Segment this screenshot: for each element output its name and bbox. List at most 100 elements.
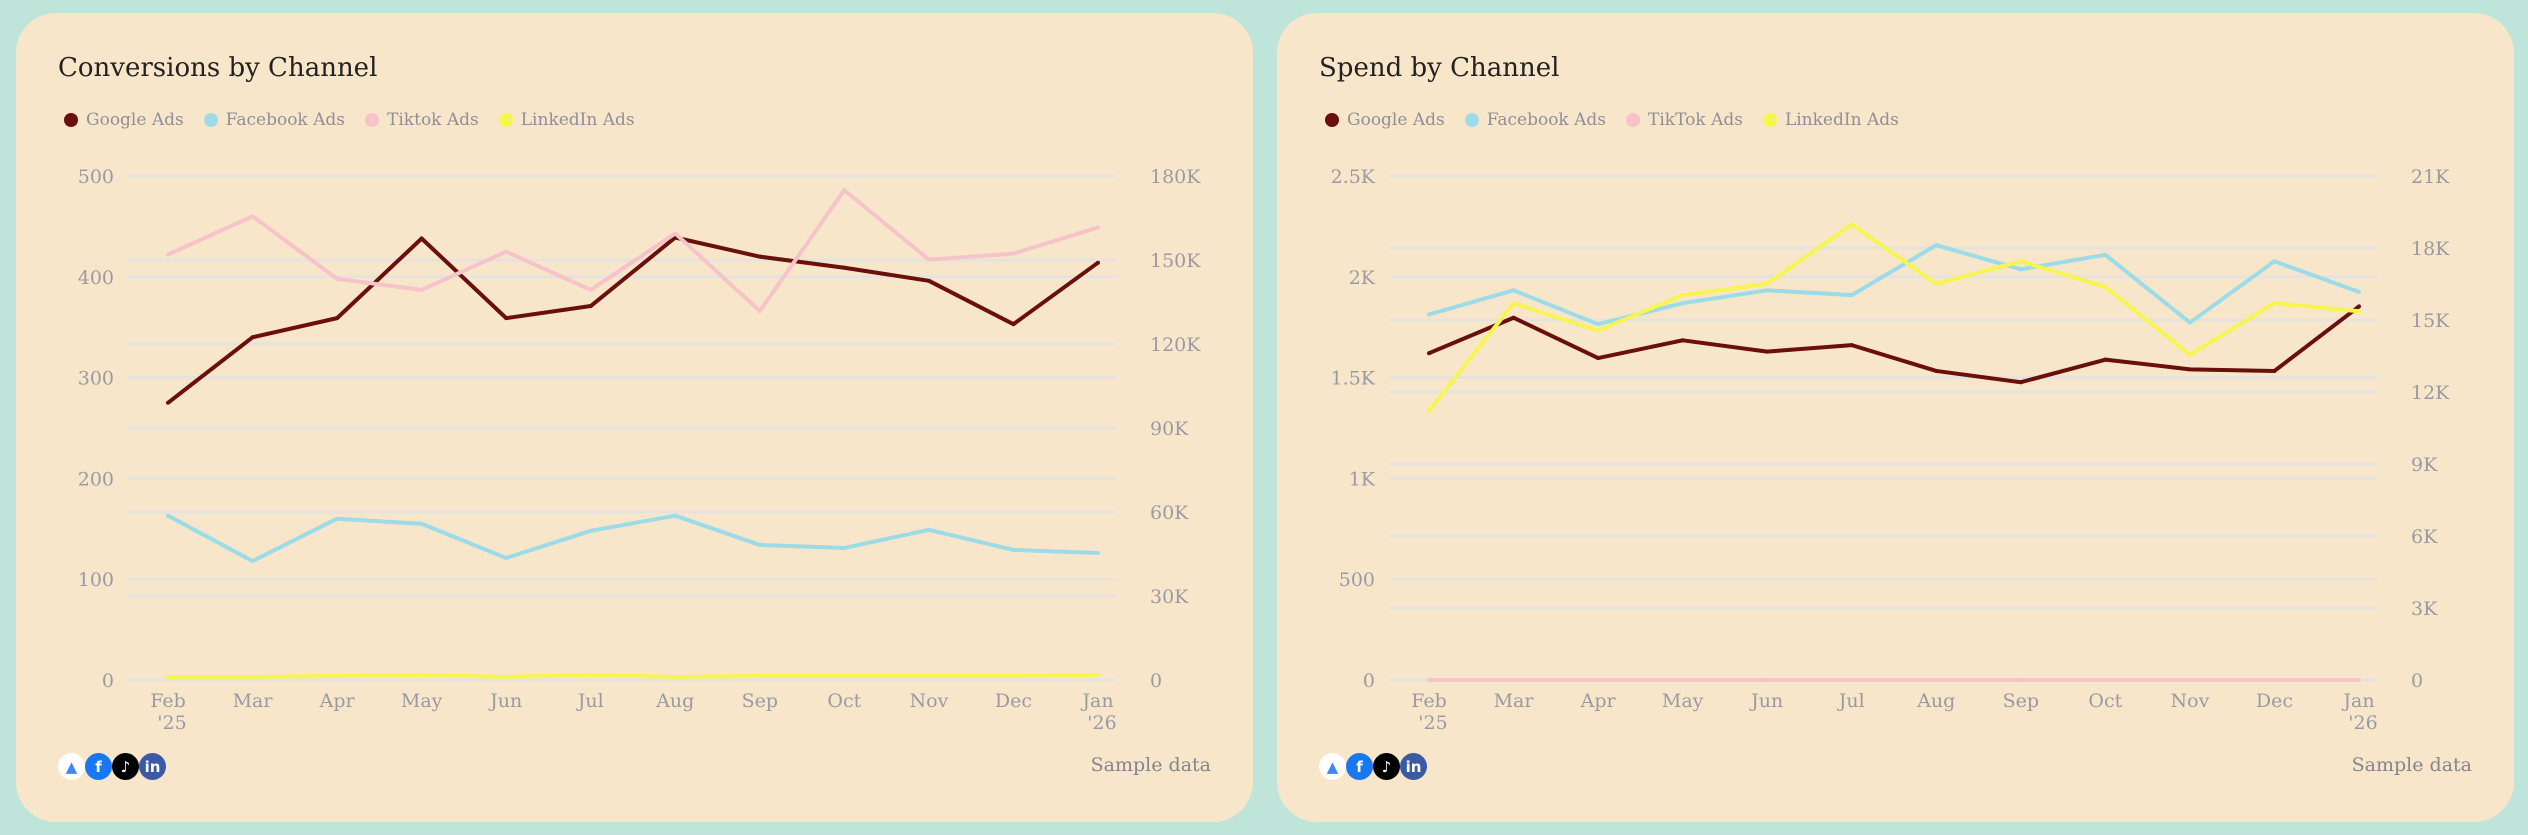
data-point[interactable]: [1596, 328, 1601, 333]
data-point[interactable]: [1096, 672, 1100, 677]
data-point[interactable]: [2018, 678, 2023, 682]
data-point[interactable]: [2103, 678, 2108, 682]
data-point[interactable]: [419, 672, 424, 677]
series-line-google-ads[interactable]: [166, 235, 1100, 405]
data-point[interactable]: [1427, 409, 1431, 414]
data-point[interactable]: [250, 674, 255, 679]
data-point[interactable]: [673, 513, 678, 518]
data-point[interactable]: [2103, 357, 2108, 362]
data-point[interactable]: [419, 287, 424, 292]
data-point[interactable]: [1934, 243, 1939, 248]
data-point[interactable]: [1096, 225, 1100, 230]
data-point[interactable]: [757, 309, 762, 314]
data-point[interactable]: [1011, 547, 1016, 552]
data-point[interactable]: [1596, 678, 1601, 682]
data-point[interactable]: [419, 521, 424, 526]
data-point[interactable]: [2103, 285, 2108, 290]
data-point[interactable]: [1011, 673, 1016, 678]
data-point[interactable]: [1934, 281, 1939, 286]
data-point[interactable]: [250, 214, 255, 219]
legend-item[interactable]: LinkedIn Ads: [498, 110, 635, 130]
data-point[interactable]: [757, 542, 762, 547]
data-point[interactable]: [1096, 260, 1100, 265]
data-point[interactable]: [2018, 259, 2023, 264]
data-point[interactable]: [926, 527, 931, 532]
data-point[interactable]: [1765, 349, 1770, 354]
data-point[interactable]: [2018, 267, 2023, 272]
data-point[interactable]: [166, 400, 170, 405]
data-point[interactable]: [842, 188, 847, 193]
data-point[interactable]: [1765, 288, 1770, 293]
data-point[interactable]: [1596, 322, 1601, 327]
series-line-google-ads[interactable]: [1428, 304, 2361, 385]
data-point[interactable]: [588, 672, 593, 677]
series-line-linkedin-ads[interactable]: [168, 672, 1099, 679]
data-point[interactable]: [2357, 678, 2361, 682]
data-point[interactable]: [1427, 312, 1431, 317]
data-point[interactable]: [1849, 293, 1854, 298]
data-point[interactable]: [842, 673, 847, 678]
data-point[interactable]: [588, 528, 593, 533]
legend-item[interactable]: Facebook Ads: [1464, 110, 1606, 130]
data-point[interactable]: [335, 673, 340, 678]
data-point[interactable]: [2357, 304, 2361, 309]
data-point[interactable]: [2272, 368, 2277, 373]
legend-item[interactable]: LinkedIn Ads: [1762, 110, 1899, 130]
data-point[interactable]: [926, 673, 931, 678]
data-point[interactable]: [2272, 259, 2277, 264]
series-line-linkedin-ads[interactable]: [1427, 222, 2360, 413]
data-point[interactable]: [1934, 678, 1939, 682]
data-point[interactable]: [1011, 322, 1016, 327]
legend-item[interactable]: Google Ads: [64, 110, 184, 130]
data-point[interactable]: [2357, 309, 2361, 314]
data-point[interactable]: [504, 316, 509, 321]
data-point[interactable]: [2272, 678, 2277, 682]
data-point[interactable]: [2187, 367, 2192, 372]
data-point[interactable]: [842, 265, 847, 270]
data-point[interactable]: [1511, 315, 1516, 320]
data-point[interactable]: [1680, 338, 1685, 343]
series-line-tiktok-ads[interactable]: [167, 188, 1099, 314]
data-point[interactable]: [842, 545, 847, 550]
data-point[interactable]: [1096, 550, 1100, 555]
data-point[interactable]: [1596, 356, 1601, 361]
legend-item[interactable]: Tiktok Ads: [365, 110, 479, 130]
data-point[interactable]: [250, 559, 255, 564]
data-point[interactable]: [1511, 301, 1516, 306]
data-point[interactable]: [504, 674, 509, 679]
data-point[interactable]: [673, 231, 678, 236]
data-point[interactable]: [1680, 293, 1685, 298]
legend-item[interactable]: Google Ads: [1325, 110, 1445, 130]
legend-item[interactable]: TikTok Ads: [1626, 110, 1743, 130]
data-point[interactable]: [335, 316, 340, 321]
data-point[interactable]: [504, 249, 509, 254]
data-point[interactable]: [1427, 678, 1431, 682]
data-point[interactable]: [166, 674, 170, 679]
data-point[interactable]: [504, 556, 509, 561]
data-point[interactable]: [757, 254, 762, 259]
data-point[interactable]: [1680, 301, 1685, 306]
data-point[interactable]: [588, 287, 593, 292]
series-line-facebook-ads[interactable]: [1428, 243, 2360, 327]
data-point[interactable]: [1765, 281, 1770, 286]
legend-item[interactable]: Facebook Ads: [203, 110, 345, 130]
data-point[interactable]: [2018, 380, 2023, 385]
data-point[interactable]: [419, 236, 424, 241]
series-line-facebook-ads[interactable]: [167, 513, 1099, 564]
data-point[interactable]: [1849, 222, 1854, 227]
data-point[interactable]: [1680, 678, 1685, 682]
data-point[interactable]: [1849, 678, 1854, 682]
data-point[interactable]: [1511, 678, 1516, 682]
data-point[interactable]: [1511, 288, 1516, 293]
data-point[interactable]: [926, 257, 931, 262]
data-point[interactable]: [250, 335, 255, 340]
data-point[interactable]: [2187, 678, 2192, 682]
data-point[interactable]: [2187, 352, 2192, 357]
data-point[interactable]: [926, 278, 931, 283]
data-point[interactable]: [673, 674, 678, 679]
data-point[interactable]: [1934, 368, 1939, 373]
data-point[interactable]: [2103, 252, 2108, 257]
data-point[interactable]: [2272, 301, 2277, 306]
data-point[interactable]: [588, 304, 593, 309]
data-point[interactable]: [335, 276, 340, 281]
